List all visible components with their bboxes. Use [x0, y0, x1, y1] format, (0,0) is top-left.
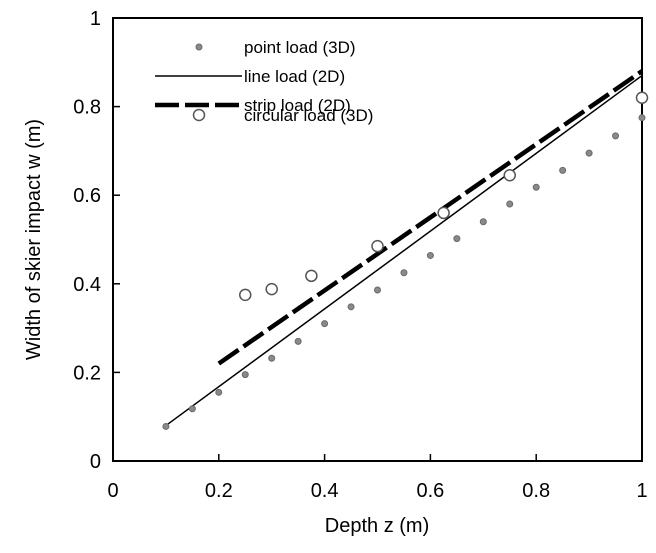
x-tick-label: 0.8 [522, 480, 550, 502]
plot-frame [112, 17, 643, 462]
point-load-marker [426, 251, 434, 259]
circular-load-marker [239, 288, 252, 302]
point-load-marker [400, 269, 408, 277]
legend: point load (3D) line load (2D) strip load … [155, 38, 373, 125]
point-load-marker [585, 149, 593, 157]
y-tick-label: 0.6 [73, 185, 101, 207]
point-load-marker [215, 388, 223, 396]
circular-load-marker [371, 239, 384, 253]
circular-load-marker [503, 169, 516, 182]
point-load-marker [612, 132, 620, 140]
legend-label: circular load (3D) [244, 106, 373, 125]
legend-label: strip load (2D) [244, 96, 351, 115]
x-tick-label: 1 [636, 480, 647, 502]
series-layer [162, 69, 649, 430]
x-tick-label: 0.4 [311, 480, 339, 502]
legend-label: line load (2D) [244, 67, 345, 86]
legend-symbol-point-load [195, 43, 203, 51]
point-load-marker [506, 200, 514, 208]
point-load-marker [294, 337, 302, 345]
y-axis-label: Width of skier impact w (m) [23, 119, 45, 360]
point-load-marker [347, 303, 355, 311]
point-load-marker [532, 183, 540, 191]
x-tick-label: 0.2 [205, 480, 233, 502]
point-load-marker [241, 371, 249, 379]
series-line-load-2d [165, 74, 643, 427]
legend-symbol-circular-load [192, 108, 206, 122]
x-tick-labels: 0 0.2 0.4 0.6 0.8 1 [107, 480, 647, 502]
point-load-marker [188, 405, 196, 413]
point-load-marker [321, 320, 329, 328]
circular-load-marker [635, 91, 649, 104]
y-tick-label: 1 [90, 8, 101, 30]
circular-load-marker [437, 206, 450, 220]
point-load-marker [479, 218, 487, 226]
y-tick-labels: 0 0.2 0.4 0.6 0.8 1 [73, 8, 101, 473]
point-load-marker [268, 354, 276, 362]
x-tick-label: 0.6 [416, 480, 444, 502]
series-strip-load-2d [217, 69, 644, 366]
x-axis-label: Depth z (m) [325, 515, 429, 537]
circular-load-marker [305, 269, 318, 283]
axis-ticks [112, 17, 643, 462]
circular-load-marker [265, 282, 278, 296]
y-tick-label: 0 [90, 451, 101, 473]
point-load-marker [162, 422, 170, 430]
point-load-marker [638, 114, 646, 122]
y-tick-label: 0.4 [73, 274, 101, 296]
y-tick-label: 0.2 [73, 362, 101, 384]
point-load-marker [374, 286, 381, 294]
point-load-marker [559, 166, 567, 174]
legend-label: point load (3D) [244, 38, 356, 57]
y-tick-label: 0.8 [73, 97, 101, 119]
x-tick-label: 0 [107, 480, 118, 502]
point-load-marker [453, 235, 461, 243]
